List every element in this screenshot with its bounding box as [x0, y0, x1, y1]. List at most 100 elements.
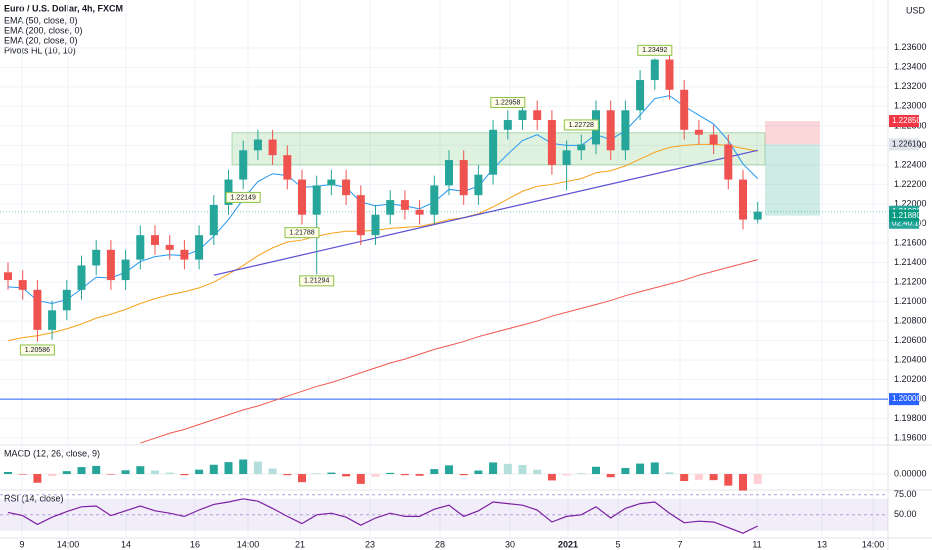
x-tick-label: 5	[615, 539, 620, 549]
pivot-box	[19, 344, 55, 356]
macd-bar	[665, 472, 674, 475]
candle-body	[371, 214, 380, 236]
candle-body	[283, 155, 292, 180]
candle-body	[77, 265, 86, 290]
ema-line	[7, 95, 759, 305]
candle-body	[18, 280, 27, 290]
candle-body	[415, 209, 424, 215]
indicator-label: EMA (50, close, 0)	[4, 15, 78, 25]
macd-bar	[445, 465, 453, 475]
x-tick-label: 21	[295, 539, 305, 549]
candle-body	[739, 179, 747, 220]
pivot-box	[637, 44, 673, 56]
stop-tag: 1.22850	[892, 116, 921, 125]
candle-body	[489, 129, 498, 175]
candle-body	[298, 179, 306, 215]
macd-bar	[253, 461, 262, 475]
x-tick-label: 30	[505, 539, 515, 549]
candle-body	[4, 272, 12, 281]
hline-tag-bg	[889, 393, 919, 406]
macd-bar	[503, 463, 512, 475]
macd-bar	[459, 474, 468, 476]
candle-body	[474, 174, 483, 196]
x-tick-label: 14:00	[862, 539, 885, 549]
candle-body	[621, 110, 630, 151]
macd-bar	[283, 474, 292, 476]
macd-bar	[92, 465, 101, 475]
candle-body	[562, 150, 571, 165]
macd-bar	[33, 474, 42, 483]
candle-body	[459, 160, 468, 196]
y-tick-label: 1.21400	[894, 257, 927, 267]
pivot-label: 1.21788	[289, 229, 314, 236]
macd-bar	[636, 463, 645, 475]
candle-body	[195, 235, 204, 260]
macd-bar	[371, 474, 380, 477]
macd-bar	[4, 472, 12, 475]
candle-body	[151, 235, 159, 245]
candle-body	[533, 110, 542, 121]
x-tick-label: 14:00	[237, 539, 260, 549]
rsi-line	[7, 498, 758, 534]
chart-title: Euro / U.S. Dollar, 4h, FXCM	[4, 3, 123, 13]
candle-body	[253, 139, 262, 151]
y-tick-label: 1.21600	[894, 237, 927, 247]
pivot-label: 1.22958	[495, 99, 520, 106]
macd-bar	[518, 465, 527, 475]
indicator-label: Pivots HL (10, 10)	[4, 45, 76, 55]
macd-bar	[224, 462, 233, 475]
candle-body	[753, 211, 762, 220]
macd-bar	[268, 468, 277, 475]
candle-body	[92, 249, 101, 266]
y-tick-label: 1.22000	[894, 198, 927, 208]
x-tick-label: 13	[817, 539, 827, 549]
candle-body	[327, 179, 336, 186]
trendline	[213, 149, 758, 276]
x-tick-label: 2021	[558, 539, 578, 549]
candle-body	[650, 59, 659, 81]
countdown: 02:40:16	[892, 218, 924, 227]
candle-body	[268, 139, 277, 156]
y-tick-label: 1.19800	[894, 413, 927, 423]
candle-body	[48, 310, 57, 330]
macd-bar	[694, 474, 703, 480]
candle-body	[312, 185, 321, 215]
pivot-label: 1.20586	[25, 347, 50, 354]
indicator-label: EMA (200, close, 0)	[4, 25, 83, 35]
candle-body	[636, 80, 645, 111]
target-tag: 1.21880	[892, 211, 921, 220]
macd-bar	[136, 466, 145, 475]
candle-body	[180, 249, 189, 260]
candle-body	[665, 59, 674, 90]
macd-bar	[356, 474, 365, 484]
candle-body	[239, 150, 248, 180]
macd-bar	[239, 459, 248, 475]
macd-bar	[680, 474, 689, 481]
macd-bar	[48, 474, 57, 477]
macd-bar	[724, 474, 733, 486]
candle-body	[547, 120, 556, 165]
macd-bar	[62, 471, 71, 475]
y-tick-label: 1.20400	[894, 354, 927, 364]
y-tick-label: 1.20600	[894, 335, 927, 345]
candle-body	[503, 120, 512, 130]
macd-bar	[474, 470, 483, 475]
pivot-box	[225, 191, 261, 203]
rsi-tick-label: 75.00	[894, 489, 917, 499]
y-tick-label: 1.23200	[894, 81, 927, 91]
macd-bar	[533, 469, 542, 475]
ema-line	[7, 143, 758, 342]
macd-bar	[621, 467, 630, 475]
macd-bar	[386, 472, 395, 475]
macd-bar	[165, 472, 174, 475]
pivot-box	[563, 119, 599, 131]
y-tick-label: 1.23400	[894, 62, 927, 72]
macd-bar	[18, 474, 27, 475]
pivot-label: 1.23492	[642, 47, 667, 54]
pivot-label: 1.21294	[304, 278, 329, 285]
macd-bar	[753, 474, 762, 484]
pivot-box	[299, 275, 335, 287]
pivot-box	[490, 96, 526, 108]
